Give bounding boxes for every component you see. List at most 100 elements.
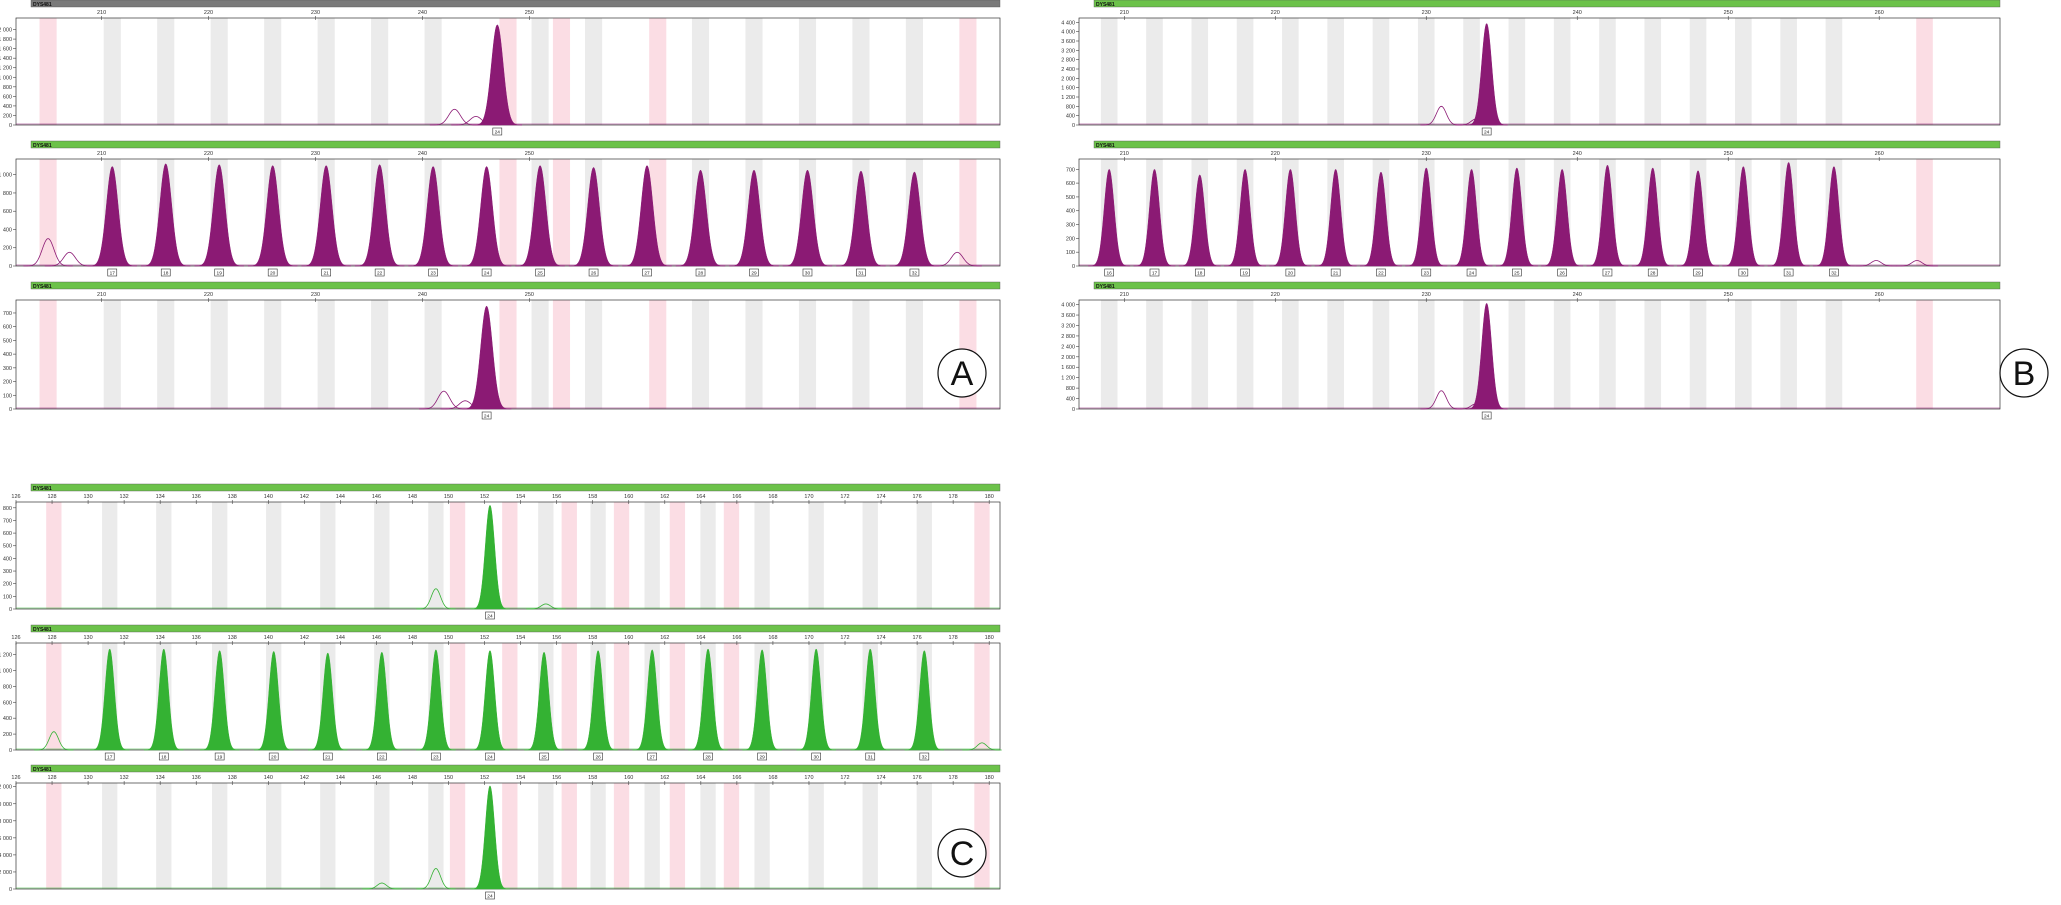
allele-call-box [811,752,821,761]
y-tick-label: 500 [3,338,12,344]
bin-gray [798,300,817,409]
allele-call-label: 18 [161,755,167,761]
x-tick-label: 158 [588,494,597,500]
bin-gray [1825,18,1843,125]
bin-gray [102,783,118,889]
x-tick-label: 178 [949,775,958,781]
panel-title: DYS481 [1096,143,1115,149]
allele-call-label: 22 [1378,271,1384,277]
y-tick-label: 12 000 [0,785,12,791]
y-tick-label: 1 000 [0,75,12,81]
allele-call-box [1647,268,1658,277]
x-tick-label: 260 [1875,292,1884,298]
x-tick-label: 128 [47,775,56,781]
allele-call-label: 25 [537,271,543,277]
bin-gray [1191,300,1209,409]
x-tick-label: 136 [192,494,201,500]
allele-call-box [481,411,492,420]
bin-gray [210,300,228,409]
x-tick-label: 174 [876,635,885,641]
allele-peak [1541,168,1584,267]
y-tick-label: 100 [1066,250,1075,256]
panel-title: DYS481 [1096,2,1115,8]
x-tick-label: 166 [732,494,741,500]
bin-pink [974,502,990,609]
bin-pink [959,159,977,266]
bin-gray [1236,18,1254,125]
allele-peak [1465,302,1508,410]
allele-call-box [802,268,813,277]
x-tick-label: 210 [1120,10,1129,16]
y-tick-label: 800 [3,85,12,91]
allele-call-box [267,268,278,277]
bin-pink [552,159,571,266]
bin-gray [1553,300,1571,409]
stutter-peak [34,731,74,751]
x-tick-label: 162 [660,494,669,500]
x-tick-label: 156 [552,775,561,781]
allele-call-label: 20 [271,755,277,761]
y-tick-label: 2 000 [1061,76,1075,82]
allele-call-box [703,752,713,761]
allele-call-label: 30 [805,271,811,277]
bin-gray [1146,18,1163,125]
allele-call-box [695,268,706,277]
allele-peak [515,165,565,267]
allele-peak [199,650,240,751]
allele-peak [1269,168,1312,267]
x-tick-label: 260 [1875,151,1884,157]
y-tick-label: 6 000 [0,836,12,842]
allele-call-box [1738,268,1749,277]
y-tick-label: 0 [1072,123,1075,129]
bin-gray [424,300,442,409]
bin-gray [585,18,603,125]
bin-gray [538,502,554,609]
stutter-peak [932,251,982,267]
allele-peak [889,171,940,267]
x-tick-label: 230 [311,10,320,16]
allele-peak [622,165,672,267]
x-tick-label: 210 [97,151,106,157]
y-tick-label: 400 [3,104,12,110]
y-tick-label: 2 400 [1061,67,1075,73]
stutter-peak [429,108,480,126]
allele-call-label: 28 [698,271,704,277]
allele-peak [461,166,512,267]
bin-pink [974,643,990,750]
y-tick-label: 200 [3,246,12,252]
allele-call-box [1330,268,1341,277]
allele-peak [1088,168,1131,267]
allele-call-box [1104,268,1114,277]
x-tick-label: 136 [192,635,201,641]
bin-gray [371,18,389,125]
allele-call-box [321,268,331,277]
allele-call-label: 19 [217,755,223,761]
allele-call-box [268,752,279,761]
y-tick-label: 700 [3,518,12,524]
y-tick-label: 200 [3,732,12,738]
x-tick-label: 170 [804,635,813,641]
stutter-peak [1455,403,1498,410]
allele-call-box [919,752,930,761]
x-tick-label: 230 [311,292,320,298]
bin-gray [1553,18,1571,125]
bin-pink [723,643,740,750]
x-tick-label: 250 [1724,10,1733,16]
x-tick-label: 220 [1271,10,1280,16]
x-tick-label: 174 [876,494,885,500]
x-tick-label: 150 [444,635,453,641]
allele-call-box [428,268,438,277]
allele-call-box [107,268,118,277]
allele-call-label: 21 [325,755,331,761]
allele-peak [729,169,779,267]
allele-call-box [642,268,652,277]
panel-label-text: A [951,355,974,393]
y-tick-label: 400 [3,716,12,722]
y-tick-label: 1 000 [0,173,12,179]
allele-call-label: 16 [1107,271,1113,277]
x-tick-label: 156 [552,494,561,500]
allele-call-label: 22 [379,755,385,761]
bin-gray [862,502,878,609]
bin-gray [1417,18,1435,125]
allele-call-label: 21 [1333,271,1339,277]
